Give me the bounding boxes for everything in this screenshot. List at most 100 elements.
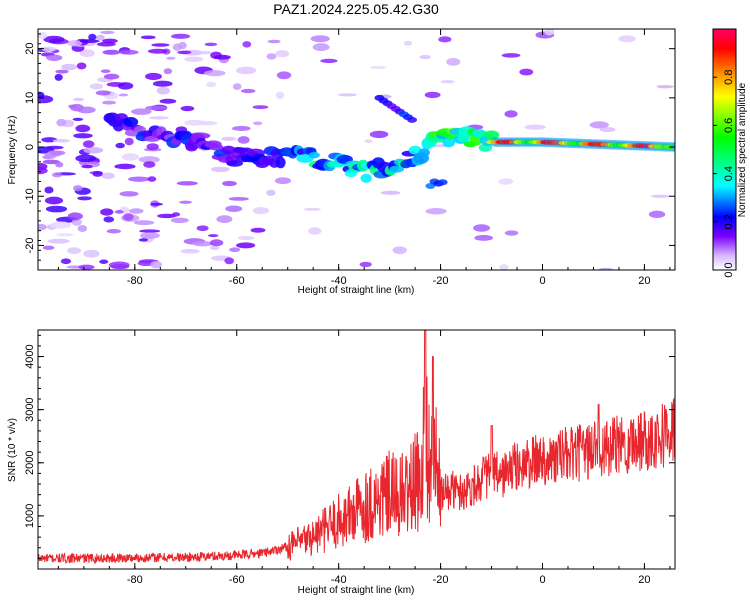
heatmap-cell — [100, 69, 111, 74]
top-x-tick-label: -60 — [229, 275, 245, 287]
heatmap-cell — [170, 217, 189, 224]
heatmap-cell — [180, 248, 200, 254]
colorbar-label: Normalized spectral amplitude — [737, 82, 748, 217]
heatmap-cell — [206, 81, 216, 88]
heatmap-cell — [446, 57, 461, 66]
heatmap-cell — [179, 200, 192, 204]
heatmap-cell — [337, 93, 357, 97]
heatmap-cell — [123, 117, 139, 127]
heatmap-cell — [250, 227, 266, 233]
heatmap-cell — [117, 82, 134, 90]
heatmap-cell — [138, 238, 149, 242]
heatmap-cell — [389, 165, 404, 173]
heatmap-cell — [143, 161, 156, 168]
heatmap-cell — [369, 130, 389, 139]
heatmap-cell — [83, 146, 104, 154]
heatmap-cell — [77, 225, 88, 233]
heatmap-cell — [308, 151, 320, 159]
bottom-y-tick-label: 4000 — [24, 344, 36, 368]
heatmap-cell — [310, 35, 330, 43]
heatmap-cell — [229, 247, 241, 253]
heatmap-cell — [425, 207, 447, 215]
heatmap-cell — [648, 210, 666, 219]
heatmap-cell — [95, 90, 111, 96]
heatmap-cell — [171, 212, 181, 217]
heatmap-cell — [145, 105, 168, 111]
heatmap-cell — [50, 150, 66, 156]
heatmap-cell — [618, 35, 636, 43]
heatmap-cell — [498, 178, 514, 185]
heatmap-cell — [82, 140, 95, 148]
bottom-x-tick-label: 20 — [638, 574, 650, 586]
heatmap-cell — [474, 234, 494, 241]
top-x-tick-label: 0 — [539, 275, 545, 287]
heatmap-cell — [75, 154, 97, 163]
heatmap-cell — [483, 130, 500, 140]
heatmap-cell — [226, 160, 243, 167]
heatmap-cell — [88, 33, 97, 41]
snr-panel: -80 -60 -40 -20 0 20 1000 2000 3000 4000 Height … — [7, 329, 676, 596]
colorbar-tick-label: 0.4 — [723, 166, 735, 181]
bottom-x-tick-label: -80 — [127, 574, 143, 586]
heatmap-cell — [303, 207, 321, 211]
colorbar-ticks: 0.0 0.2 0.4 0.6 0.8 — [713, 70, 735, 278]
heatmap-cell — [114, 163, 136, 170]
heatmap-cell — [38, 166, 48, 175]
top-y-tick-label: 10 — [24, 92, 36, 104]
heatmap-cell — [156, 86, 170, 95]
heatmap-cell — [150, 202, 163, 206]
heatmap-cell — [364, 139, 373, 143]
heatmap-cell — [166, 56, 176, 60]
heatmap-cell — [275, 91, 285, 99]
heatmap-cell — [44, 196, 64, 205]
heatmap-cell — [524, 124, 546, 130]
heatmap-cell — [56, 233, 74, 237]
heatmap-cell — [359, 261, 372, 268]
heatmap-cell — [101, 172, 115, 180]
heatmap-cell — [76, 62, 87, 70]
heatmap-cell — [73, 185, 83, 192]
heatmap-cell — [128, 176, 150, 182]
heatmap-cell — [119, 49, 139, 55]
top-y-tick-label: -10 — [24, 188, 36, 204]
heatmap-cell — [275, 177, 292, 185]
heatmap-cell — [656, 84, 674, 89]
heatmap-cell — [121, 153, 140, 161]
heatmap-cell — [267, 39, 281, 44]
heatmap-cell — [61, 63, 78, 71]
heatmap-cell — [145, 72, 162, 81]
snr-series-line — [38, 330, 675, 565]
heatmap-cell — [67, 40, 83, 47]
top-y-ticks: 20 10 0 -10 -20 — [24, 33, 675, 271]
heatmap-cell — [196, 225, 209, 232]
heatmap-cell — [544, 29, 555, 36]
heatmap-cell — [216, 215, 233, 223]
bottom-y-tick-label: 2000 — [24, 451, 36, 475]
heatmap-cell — [103, 73, 120, 80]
heatmap-cell — [225, 205, 243, 212]
heatmap-cell — [224, 257, 235, 265]
top-y-axis-label: Frequency (Hz) — [7, 116, 18, 185]
heatmap-cell — [209, 144, 224, 151]
heatmap-cell — [424, 91, 441, 99]
spectrogram-panel: -80 -60 -40 -20 0 20 20 10 0 -10 -20 Height of st… — [7, 28, 676, 296]
heatmap-cell — [192, 240, 214, 247]
heatmap-cell — [79, 49, 95, 57]
heatmap-cell — [598, 267, 614, 270]
heatmap-cell — [56, 118, 67, 127]
heatmap-cell — [102, 38, 118, 44]
heatmap-cell — [67, 212, 83, 221]
heatmap-cell — [44, 186, 54, 194]
heatmap-cell — [240, 88, 256, 94]
heatmap-cell — [221, 136, 237, 141]
heatmap-cell — [504, 110, 518, 118]
heatmap-cell — [200, 50, 212, 55]
heatmap-cell — [499, 264, 509, 270]
heatmap-cell — [177, 50, 192, 55]
heatmap-cell — [252, 105, 269, 109]
heatmap-cell — [95, 34, 105, 41]
heatmap-cell — [103, 216, 115, 223]
heatmap-cell — [425, 183, 436, 190]
heatmap-cell — [150, 261, 163, 269]
heatmap-cell — [208, 234, 219, 238]
